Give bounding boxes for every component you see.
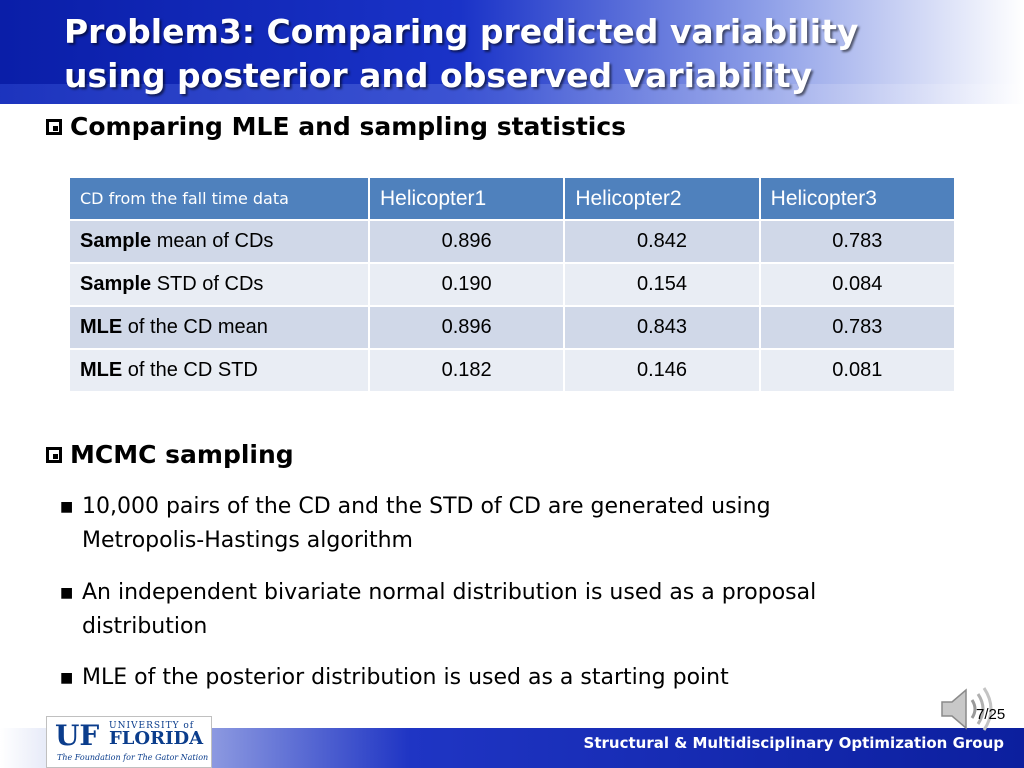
list-item-text: MLE of the posterior distribution is use… xyxy=(82,665,729,690)
table-cell: 0.896 xyxy=(367,219,566,264)
footer-group-name: Structural & Multidisciplinary Optimizat… xyxy=(583,734,1004,752)
row-label-bold: Sample xyxy=(80,273,152,295)
section-heading-mcmc-text: MCMC sampling xyxy=(70,440,294,469)
statistics-table: CD from the fall time data Helicopter1 H… xyxy=(68,176,957,393)
page-number: 7/25 xyxy=(976,706,1006,723)
list-item-text: An independent bivariate normal distribu… xyxy=(82,576,816,644)
uf-logo: UF UNIVERSITY of FLORIDA The Foundation … xyxy=(46,716,212,768)
table-row: Sample mean of CDs 0.896 0.842 0.783 xyxy=(68,219,957,264)
row-label: Sample mean of CDs xyxy=(68,219,370,264)
list-item: ■ An independent bivariate normal distri… xyxy=(60,576,940,644)
list-item-line: An independent bivariate normal distribu… xyxy=(82,580,817,605)
table-cell: 0.182 xyxy=(367,348,566,393)
table-row: MLE of the CD STD 0.182 0.146 0.081 xyxy=(68,348,957,393)
square-bullet-icon: ■ xyxy=(60,585,74,601)
row-label-bold: MLE xyxy=(80,316,123,338)
logo-florida: FLORIDA xyxy=(109,728,204,749)
checkbox-bullet-icon xyxy=(46,118,62,135)
table-cell: 0.146 xyxy=(563,348,761,393)
table-cell: 0.084 xyxy=(758,262,957,307)
section-heading-mle: Comparing MLE and sampling statistics xyxy=(46,112,626,141)
table-row: Sample STD of CDs 0.190 0.154 0.084 xyxy=(68,262,957,307)
row-label-bold: MLE xyxy=(80,359,123,381)
logo-university-of: UNIVERSITY of xyxy=(109,721,195,731)
table-header-cell: Helicopter1 xyxy=(367,176,566,221)
row-label-rest: STD of CDs xyxy=(151,273,264,295)
table-cell: 0.896 xyxy=(367,305,566,350)
row-label-bold: Sample xyxy=(80,230,152,252)
table-cell: 0.842 xyxy=(563,219,761,264)
table-cell: 0.190 xyxy=(367,262,566,307)
speaker-icon[interactable] xyxy=(936,684,1006,734)
list-item-text: 10,000 pairs of the CD and the STD of CD… xyxy=(82,490,771,558)
row-label: MLE of the CD STD xyxy=(68,348,370,393)
checkbox-bullet-icon xyxy=(46,446,62,463)
section-heading-mle-text: Comparing MLE and sampling statistics xyxy=(70,112,627,141)
list-item: ■ MLE of the posterior distribution is u… xyxy=(60,661,940,695)
row-label: Sample STD of CDs xyxy=(68,262,370,307)
table-header-cell: CD from the fall time data xyxy=(68,176,370,221)
slide-title-line1: Problem3: Comparing predicted variabilit… xyxy=(64,12,859,51)
title-banner-band xyxy=(0,84,1024,104)
logo-uf: UF xyxy=(55,719,100,752)
table-row: MLE of the CD mean 0.896 0.843 0.783 xyxy=(68,305,957,350)
section-heading-mcmc: MCMC sampling xyxy=(46,440,294,469)
table-cell: 0.783 xyxy=(758,305,957,350)
table-cell: 0.843 xyxy=(563,305,761,350)
list-item: ■ 10,000 pairs of the CD and the STD of … xyxy=(60,490,940,558)
row-label: MLE of the CD mean xyxy=(68,305,370,350)
square-bullet-icon: ■ xyxy=(60,670,74,686)
table-cell: 0.154 xyxy=(563,262,761,307)
row-label-rest: of the CD STD xyxy=(122,359,258,381)
list-item-line: 10,000 pairs of the CD and the STD of CD… xyxy=(82,494,771,519)
table-header-cell: Helicopter3 xyxy=(758,176,957,221)
logo-tagline: The Foundation for The Gator Nation xyxy=(57,753,209,762)
row-label-rest: of the CD mean xyxy=(122,316,268,338)
list-item-line: distribution xyxy=(82,614,208,639)
row-label-rest: mean of CDs xyxy=(151,230,274,252)
table-cell: 0.081 xyxy=(758,348,957,393)
list-item-line: Metropolis-Hastings algorithm xyxy=(82,528,413,553)
slide-title: Problem3: Comparing predicted variabilit… xyxy=(64,10,964,98)
table-header-cell: Helicopter2 xyxy=(563,176,761,221)
table-cell: 0.783 xyxy=(758,219,957,264)
square-bullet-icon: ■ xyxy=(60,499,74,515)
slide-title-line2: using posterior and observed variability xyxy=(64,56,813,95)
table-header-row: CD from the fall time data Helicopter1 H… xyxy=(68,176,957,221)
